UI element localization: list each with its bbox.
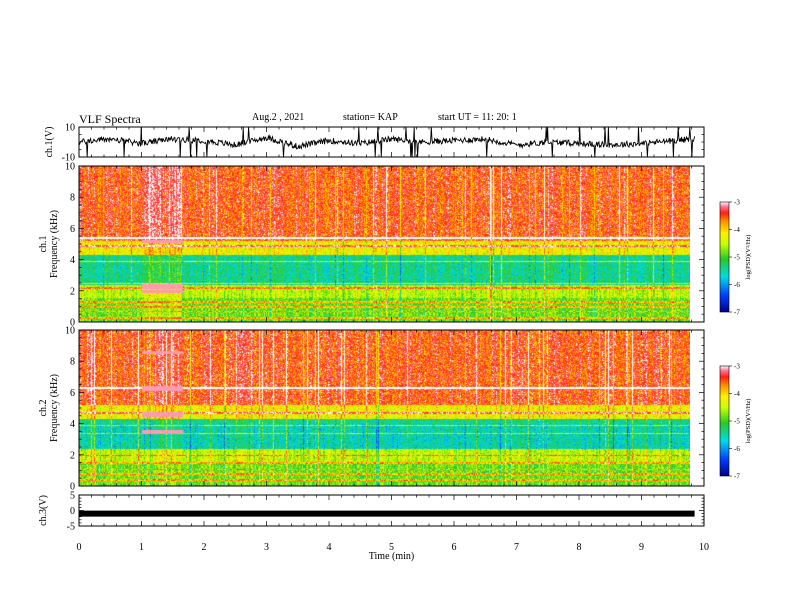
y-tick-label: 10 bbox=[65, 326, 75, 337]
start-ut-label: start UT = 11: 20: 1 bbox=[438, 112, 517, 123]
ch2-colorbar-label: log(PSD)(V²/Hz) bbox=[745, 399, 752, 444]
ch1-ylabel: ch.1(V) bbox=[44, 127, 55, 158]
colorbars: -3 -4 -5 -6 -7 log(PSD)(V²/Hz) -3 -4 -5 -6 -7 log(P… bbox=[719, 199, 752, 481]
x-tick-label: 4 bbox=[327, 542, 332, 553]
ch1-colorbar bbox=[719, 201, 730, 313]
x-tick-label: 6 bbox=[452, 542, 457, 553]
ch1-ylabel-frequency: Frequency (kHz) bbox=[49, 210, 60, 278]
station-label: station= KAP bbox=[343, 112, 398, 123]
x-tick-label: 5 bbox=[389, 542, 394, 553]
x-tick-label: 3 bbox=[264, 542, 269, 553]
y-tick-label: 8 bbox=[70, 193, 75, 204]
x-tick-label: 7 bbox=[514, 542, 519, 553]
ch1-spectrogram-image bbox=[79, 166, 690, 322]
colorbar-tick-label: -5 bbox=[734, 418, 740, 426]
ch2-spectrogram-image bbox=[79, 330, 690, 486]
ch1-ylabel-channel: ch.1 bbox=[38, 236, 49, 253]
y-tick-label: 0 bbox=[70, 482, 75, 493]
ch1-waveform-panel: 10 -10 ch.1(V) bbox=[44, 123, 705, 164]
spectrogram-images bbox=[79, 166, 690, 486]
colorbar-tick-label: -6 bbox=[734, 281, 740, 289]
ch1-waveform-line bbox=[78, 126, 696, 158]
x-tick-label: 9 bbox=[639, 542, 644, 553]
y-tick-label: 4 bbox=[70, 419, 75, 430]
colorbar-tick-label: -5 bbox=[734, 254, 740, 262]
x-tick-label: 10 bbox=[699, 542, 709, 553]
ch2-colorbar bbox=[719, 365, 730, 477]
colorbar-tick-label: -7 bbox=[734, 309, 740, 317]
ch1-spectrogram-panel: 0 2 4 6 8 10 ch.1 Frequency (kHz) bbox=[38, 162, 705, 329]
x-axis-label: Time (min) bbox=[369, 551, 414, 562]
y-tick-label: 10 bbox=[65, 123, 75, 134]
y-tick-label: 5 bbox=[70, 491, 75, 502]
date-label: Aug.2 , 2021 bbox=[252, 112, 305, 123]
colorbar-tick-label: -7 bbox=[734, 473, 740, 481]
y-tick-label: 0 bbox=[70, 506, 75, 517]
y-tick-label: -5 bbox=[67, 522, 75, 533]
ch1-colorbar-label: log(PSD)(V²/Hz) bbox=[745, 235, 752, 280]
ch2-ylabel-frequency: Frequency (kHz) bbox=[49, 374, 60, 442]
x-tick-label: 1 bbox=[139, 542, 144, 553]
x-tick-label: 0 bbox=[77, 542, 82, 553]
y-tick-label: 2 bbox=[70, 286, 75, 297]
y-tick-label: -10 bbox=[62, 153, 75, 164]
colorbar-tick-label: -6 bbox=[734, 445, 740, 453]
colorbar-tick-label: -3 bbox=[734, 363, 740, 371]
x-tick-label: 8 bbox=[577, 542, 582, 553]
ch2-ylabel-channel: ch.2 bbox=[38, 400, 49, 417]
ch2-spectrogram-panel: 0 2 4 6 8 10 ch.2 Frequency (kHz) bbox=[38, 326, 705, 493]
colorbar-tick-label: -3 bbox=[734, 199, 740, 207]
y-tick-label: 2 bbox=[70, 450, 75, 461]
x-tick-label: 2 bbox=[202, 542, 207, 553]
y-tick-label: 6 bbox=[70, 224, 75, 235]
y-tick-label: 4 bbox=[70, 255, 75, 266]
y-tick-label: 8 bbox=[70, 357, 75, 368]
ch3-ylabel: ch.3(V) bbox=[38, 495, 49, 526]
y-tick-label: 0 bbox=[70, 318, 75, 329]
chart-title: VLF Spectra bbox=[79, 112, 141, 126]
colorbar-tick-label: -4 bbox=[734, 390, 740, 398]
y-tick-label: 6 bbox=[70, 388, 75, 399]
colorbar-tick-label: -4 bbox=[734, 226, 740, 234]
y-tick-label: 10 bbox=[65, 162, 75, 173]
